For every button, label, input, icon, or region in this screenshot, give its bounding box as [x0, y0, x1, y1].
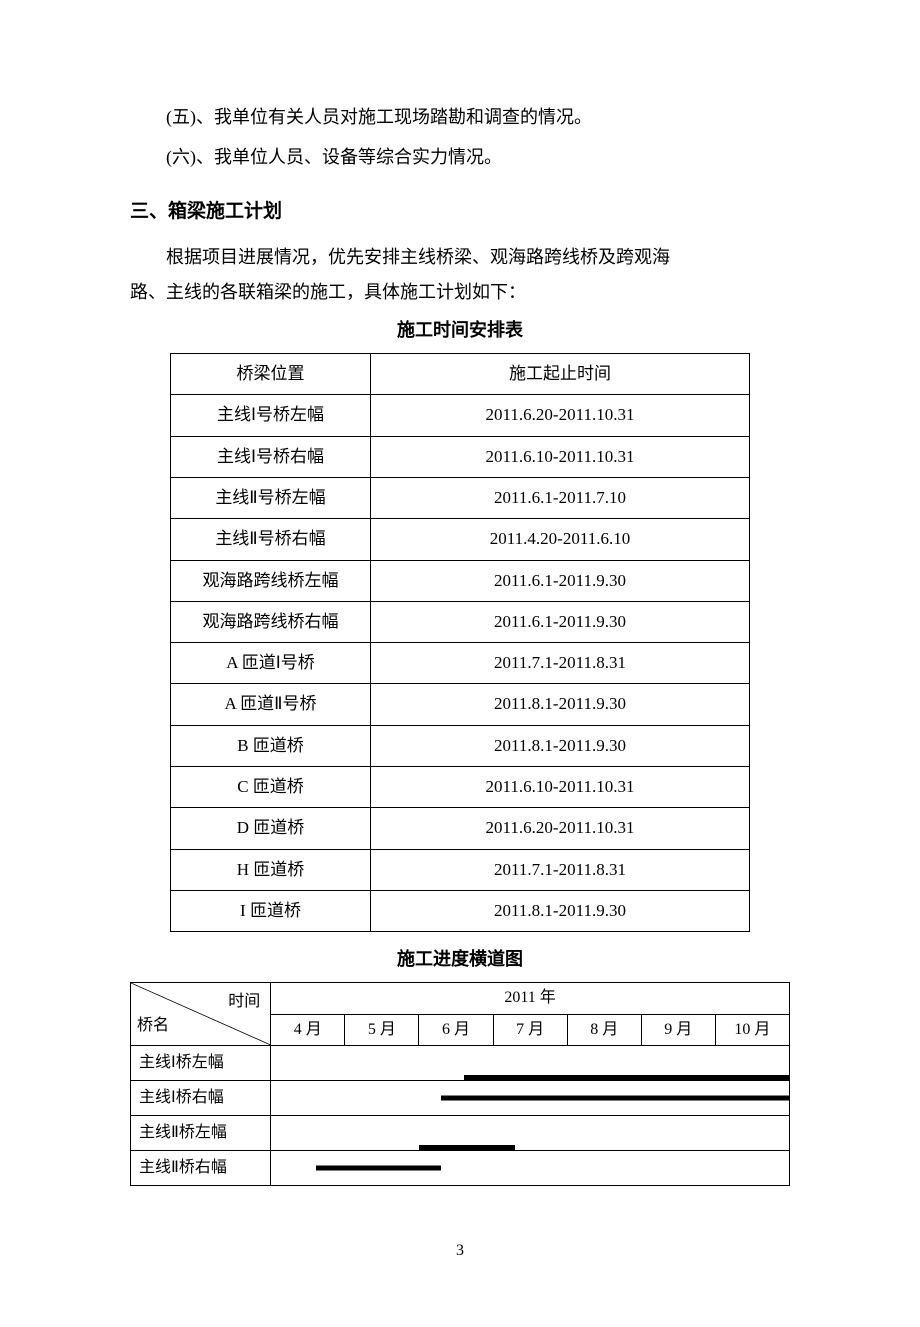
cell-location: 主线Ⅰ号桥右幅 [171, 436, 371, 477]
cell-location: 观海路跨线桥左幅 [171, 560, 371, 601]
cell-time: 2011.6.1-2011.9.30 [371, 601, 750, 642]
table-row: A 匝道Ⅰ号桥2011.7.1-2011.8.31 [171, 643, 750, 684]
paragraph-5: (五)、我单位有关人员对施工现场踏勘和调查的情况。 [130, 100, 790, 134]
schedule-table: 桥梁位置 施工起止时间 主线Ⅰ号桥左幅2011.6.20-2011.10.31主… [170, 353, 750, 932]
cell-time: 2011.6.1-2011.9.30 [371, 560, 750, 601]
gantt-bar [419, 1145, 515, 1150]
cell-location: H 匝道桥 [171, 849, 371, 890]
table-row: D 匝道桥2011.6.20-2011.10.31 [171, 808, 750, 849]
gantt-month-header: 8 月 [567, 1014, 641, 1045]
cell-time: 2011.8.1-2011.9.30 [371, 725, 750, 766]
gantt-bar [464, 1075, 789, 1080]
gantt-month-header: 10 月 [715, 1014, 789, 1045]
table-row: B 匝道桥2011.8.1-2011.9.30 [171, 725, 750, 766]
header-location: 桥梁位置 [171, 354, 371, 395]
gantt-row: 主线Ⅰ桥右幅 [131, 1081, 790, 1116]
table-row: 主线Ⅰ号桥左幅2011.6.20-2011.10.31 [171, 395, 750, 436]
gantt-bar [441, 1096, 789, 1101]
gantt-row-name: 主线Ⅰ桥左幅 [131, 1046, 271, 1081]
cell-time: 2011.6.20-2011.10.31 [371, 808, 750, 849]
cell-location: 主线Ⅰ号桥左幅 [171, 395, 371, 436]
gantt-bar [316, 1166, 442, 1171]
table-row: H 匝道桥2011.7.1-2011.8.31 [171, 849, 750, 890]
gantt-month-header: 9 月 [641, 1014, 715, 1045]
cell-location: 观海路跨线桥右幅 [171, 601, 371, 642]
cell-time: 2011.6.10-2011.10.31 [371, 767, 750, 808]
cell-time: 2011.6.20-2011.10.31 [371, 395, 750, 436]
paragraph-6: (六)、我单位人员、设备等综合实力情况。 [130, 140, 790, 174]
cell-time: 2011.7.1-2011.8.31 [371, 643, 750, 684]
table-row: 观海路跨线桥右幅2011.6.1-2011.9.30 [171, 601, 750, 642]
diag-label-bridge: 桥名 [137, 1011, 169, 1041]
cell-time: 2011.6.10-2011.10.31 [371, 436, 750, 477]
gantt-bar-cell [271, 1081, 790, 1116]
table-row: I 匝道桥2011.8.1-2011.9.30 [171, 890, 750, 931]
intro-line-2: 路、主线的各联箱梁的施工，具体施工计划如下： [130, 275, 790, 309]
table-row: 观海路跨线桥左幅2011.6.1-2011.9.30 [171, 560, 750, 601]
gantt-bar-cell [271, 1116, 790, 1151]
cell-time: 2011.8.1-2011.9.30 [371, 684, 750, 725]
table-row: C 匝道桥2011.6.10-2011.10.31 [171, 767, 750, 808]
schedule-table-title: 施工时间安排表 [130, 313, 790, 347]
gantt-diag-header: 时间 桥名 [131, 983, 271, 1046]
gantt-year-header: 2011 年 [271, 983, 790, 1014]
cell-location: I 匝道桥 [171, 890, 371, 931]
cell-time: 2011.4.20-2011.6.10 [371, 519, 750, 560]
cell-location: 主线Ⅱ号桥左幅 [171, 477, 371, 518]
table-row: 主线Ⅰ号桥右幅2011.6.10-2011.10.31 [171, 436, 750, 477]
page-number: 3 [130, 1236, 790, 1266]
header-time: 施工起止时间 [371, 354, 750, 395]
gantt-title: 施工进度横道图 [130, 942, 790, 976]
gantt-row: 主线Ⅰ桥左幅 [131, 1046, 790, 1081]
cell-time: 2011.6.1-2011.7.10 [371, 477, 750, 518]
table-header-row: 桥梁位置 施工起止时间 [171, 354, 750, 395]
cell-location: B 匝道桥 [171, 725, 371, 766]
gantt-row-name: 主线Ⅱ桥左幅 [131, 1116, 271, 1151]
cell-location: A 匝道Ⅰ号桥 [171, 643, 371, 684]
gantt-month-header: 6 月 [419, 1014, 493, 1045]
intro-line-1: 根据项目进展情况，优先安排主线桥梁、观海路跨线桥及跨观海 [130, 240, 790, 274]
gantt-bar-cell [271, 1046, 790, 1081]
gantt-row: 主线Ⅱ桥右幅 [131, 1151, 790, 1186]
cell-time: 2011.7.1-2011.8.31 [371, 849, 750, 890]
gantt-row-name: 主线Ⅰ桥右幅 [131, 1081, 271, 1116]
cell-location: 主线Ⅱ号桥右幅 [171, 519, 371, 560]
diag-label-time: 时间 [228, 987, 260, 1017]
section-heading-3: 三、箱梁施工计划 [130, 194, 790, 230]
cell-location: C 匝道桥 [171, 767, 371, 808]
cell-location: D 匝道桥 [171, 808, 371, 849]
table-row: A 匝道Ⅱ号桥2011.8.1-2011.9.30 [171, 684, 750, 725]
gantt-month-header: 7 月 [493, 1014, 567, 1045]
gantt-month-header: 4 月 [271, 1014, 345, 1045]
table-row: 主线Ⅱ号桥左幅2011.6.1-2011.7.10 [171, 477, 750, 518]
gantt-row-name: 主线Ⅱ桥右幅 [131, 1151, 271, 1186]
gantt-month-header: 5 月 [345, 1014, 419, 1045]
cell-location: A 匝道Ⅱ号桥 [171, 684, 371, 725]
gantt-row: 主线Ⅱ桥左幅 [131, 1116, 790, 1151]
gantt-table: 时间 桥名 2011 年 4 月5 月6 月7 月8 月9 月10 月 主线Ⅰ桥… [130, 982, 790, 1186]
gantt-bar-cell [271, 1151, 790, 1186]
cell-time: 2011.8.1-2011.9.30 [371, 890, 750, 931]
table-row: 主线Ⅱ号桥右幅2011.4.20-2011.6.10 [171, 519, 750, 560]
